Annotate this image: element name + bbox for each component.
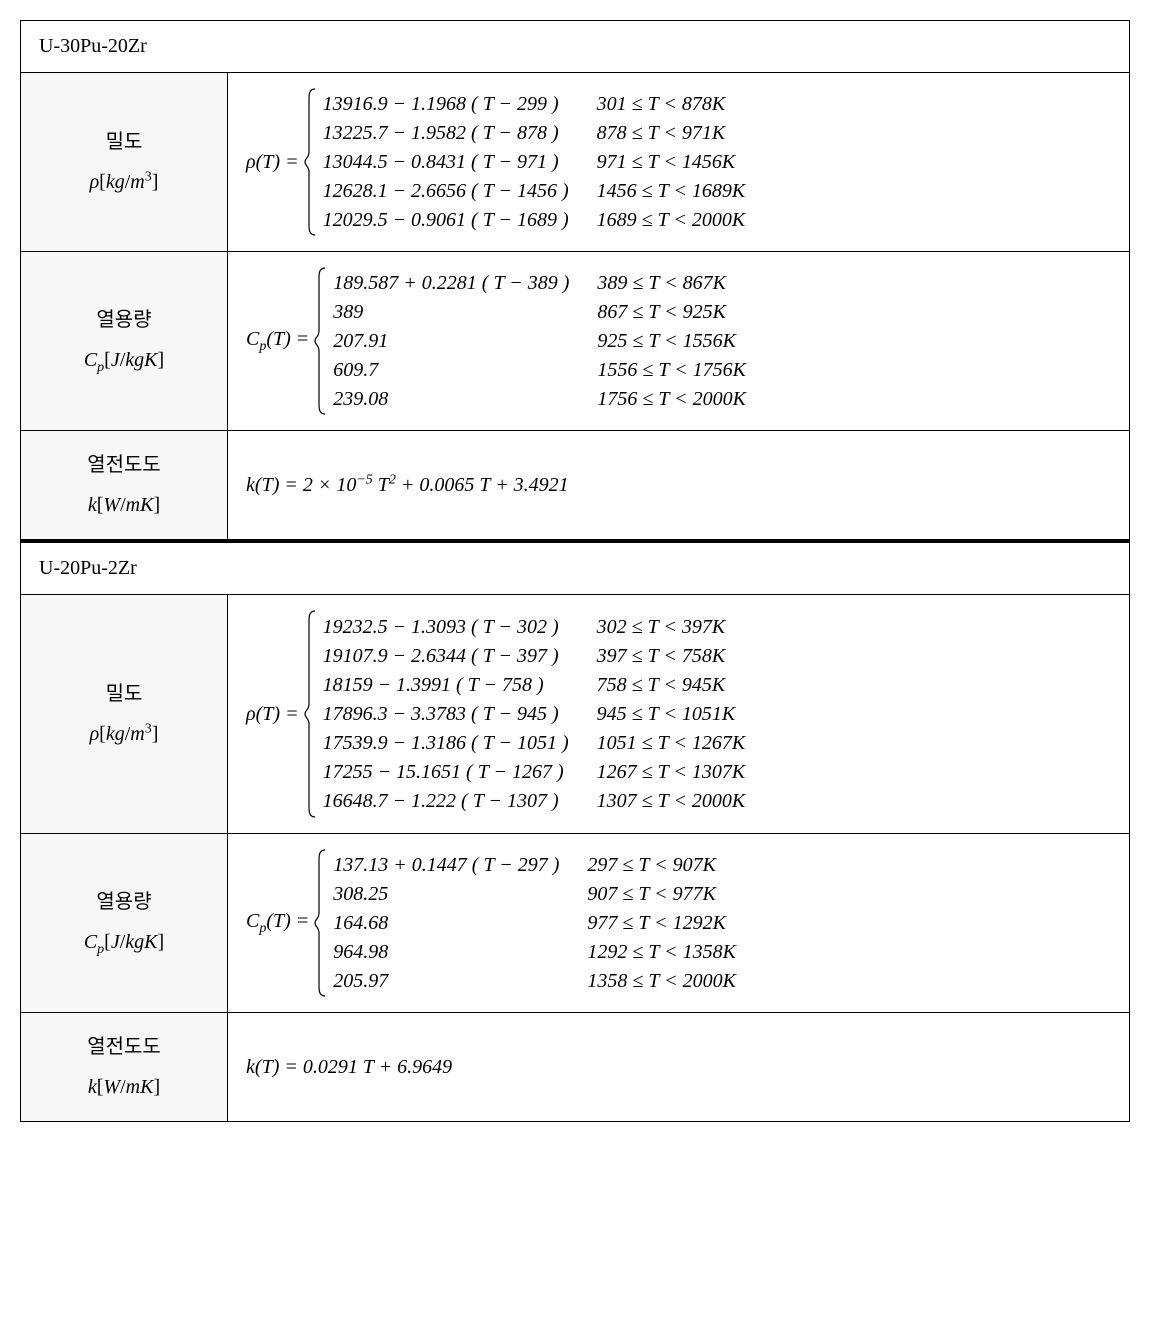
piecewise-cases: 189.587 + 0.2281 ( T − 389 ) 389 ≤ T < 86… bbox=[333, 272, 746, 411]
material-header: U-30Pu-20Zr bbox=[21, 21, 1130, 73]
piecewise-expr: 609.7 bbox=[333, 359, 569, 382]
property-label: 열전도도k[W/mK] bbox=[21, 431, 228, 542]
piecewise-expr: 189.587 + 0.2281 ( T − 389 ) bbox=[333, 272, 569, 295]
brace-icon bbox=[303, 87, 317, 237]
piecewise: Cp(T) = 189.587 + 0.2281 ( T − 389 ) 389 … bbox=[246, 266, 746, 416]
formula-simple: k(T) = 0.0291 T + 6.9649 bbox=[246, 1056, 452, 1078]
piecewise-expr: 17896.3 − 3.3783 ( T − 945 ) bbox=[323, 703, 569, 726]
property-label: 열전도도k[W/mK] bbox=[21, 1013, 228, 1122]
property-formula: ρ(T) = 13916.9 − 1.1968 ( T − 299 ) 301 ≤… bbox=[228, 73, 1130, 252]
piecewise-cond: 1292 ≤ T < 1358K bbox=[587, 941, 736, 964]
piecewise-cond: 878 ≤ T < 971K bbox=[597, 122, 746, 145]
piecewise-cond: 1267 ≤ T < 1307K bbox=[597, 761, 746, 784]
piecewise-expr: 207.91 bbox=[333, 330, 569, 353]
property-label-symbol: Cp[J/kgK] bbox=[39, 340, 209, 382]
property-formula: Cp(T) = 189.587 + 0.2281 ( T − 389 ) 389 … bbox=[228, 252, 1130, 431]
piecewise-expr: 19232.5 − 1.3093 ( T − 302 ) bbox=[323, 616, 569, 639]
property-label-symbol: ρ[kg/m3] bbox=[39, 714, 209, 754]
piecewise-expr: 13916.9 − 1.1968 ( T − 299 ) bbox=[323, 93, 569, 116]
property-label-korean: 열용량 bbox=[39, 882, 209, 922]
piecewise-cond: 301 ≤ T < 878K bbox=[597, 93, 746, 116]
formula-simple: k(T) = 2 × 10−5 T2 + 0.0065 T + 3.4921 bbox=[246, 474, 569, 496]
piecewise-expr: 19107.9 − 2.6344 ( T − 397 ) bbox=[323, 645, 569, 668]
piecewise-expr: 18159 − 1.3991 ( T − 758 ) bbox=[323, 674, 569, 697]
materials-table: U-30Pu-20Zr밀도ρ[kg/m3]ρ(T) = 13916.9 − 1.… bbox=[20, 20, 1130, 1122]
brace-icon bbox=[313, 848, 327, 998]
piecewise-cond: 977 ≤ T < 1292K bbox=[587, 912, 736, 935]
piecewise-cond: 1756 ≤ T < 2000K bbox=[597, 388, 746, 411]
piecewise-cond: 1051 ≤ T < 1267K bbox=[597, 732, 746, 755]
property-label-korean: 열전도도 bbox=[39, 1027, 209, 1067]
piecewise-expr: 205.97 bbox=[333, 970, 559, 993]
property-label-korean: 열전도도 bbox=[39, 445, 209, 485]
brace-icon bbox=[313, 266, 327, 416]
piecewise: ρ(T) = 13916.9 − 1.1968 ( T − 299 ) 301 ≤… bbox=[246, 87, 745, 237]
piecewise-cond: 297 ≤ T < 907K bbox=[587, 854, 736, 877]
property-formula: k(T) = 0.0291 T + 6.9649 bbox=[228, 1013, 1130, 1122]
piecewise-cond: 971 ≤ T < 1456K bbox=[597, 151, 746, 174]
piecewise-expr: 389 bbox=[333, 301, 569, 324]
property-label-symbol: ρ[kg/m3] bbox=[39, 162, 209, 202]
property-label-symbol: Cp[J/kgK] bbox=[39, 922, 209, 964]
formula-lhs: ρ(T) = bbox=[246, 703, 299, 726]
property-label: 열용량Cp[J/kgK] bbox=[21, 252, 228, 431]
piecewise-expr: 964.98 bbox=[333, 941, 559, 964]
property-formula: ρ(T) = 19232.5 − 1.3093 ( T − 302 ) 302 ≤… bbox=[228, 595, 1130, 834]
piecewise-cond: 758 ≤ T < 945K bbox=[597, 674, 746, 697]
materials-tbody: U-30Pu-20Zr밀도ρ[kg/m3]ρ(T) = 13916.9 − 1.… bbox=[21, 21, 1130, 1122]
piecewise-cond: 1556 ≤ T < 1756K bbox=[597, 359, 746, 382]
formula-lhs: Cp(T) = bbox=[246, 328, 309, 355]
property-label: 밀도ρ[kg/m3] bbox=[21, 73, 228, 252]
piecewise-cond: 397 ≤ T < 758K bbox=[597, 645, 746, 668]
piecewise-expr: 239.08 bbox=[333, 388, 569, 411]
piecewise-expr: 17255 − 15.1651 ( T − 1267 ) bbox=[323, 761, 569, 784]
piecewise-cond: 925 ≤ T < 1556K bbox=[597, 330, 746, 353]
property-label: 밀도ρ[kg/m3] bbox=[21, 595, 228, 834]
piecewise: Cp(T) = 137.13 + 0.1447 ( T − 297 ) 297 ≤… bbox=[246, 848, 736, 998]
piecewise-cond: 1358 ≤ T < 2000K bbox=[587, 970, 736, 993]
piecewise-cases: 137.13 + 0.1447 ( T − 297 ) 297 ≤ T < 907… bbox=[333, 854, 736, 993]
property-label-korean: 열용량 bbox=[39, 300, 209, 340]
piecewise-expr: 13225.7 − 1.9582 ( T − 878 ) bbox=[323, 122, 569, 145]
formula-lhs: ρ(T) = bbox=[246, 151, 299, 174]
property-label: 열용량Cp[J/kgK] bbox=[21, 834, 228, 1013]
piecewise-expr: 17539.9 − 1.3186 ( T − 1051 ) bbox=[323, 732, 569, 755]
piecewise-cond: 389 ≤ T < 867K bbox=[597, 272, 746, 295]
piecewise-cond: 1456 ≤ T < 1689K bbox=[597, 180, 746, 203]
piecewise: ρ(T) = 19232.5 − 1.3093 ( T − 302 ) 302 ≤… bbox=[246, 609, 745, 819]
property-label-symbol: k[W/mK] bbox=[39, 485, 209, 525]
piecewise-cases: 13916.9 − 1.1968 ( T − 299 ) 301 ≤ T < 87… bbox=[323, 93, 746, 232]
piecewise-cond: 302 ≤ T < 397K bbox=[597, 616, 746, 639]
formula-lhs: Cp(T) = bbox=[246, 910, 309, 937]
piecewise-cond: 945 ≤ T < 1051K bbox=[597, 703, 746, 726]
piecewise-cases: 19232.5 − 1.3093 ( T − 302 ) 302 ≤ T < 39… bbox=[323, 616, 746, 813]
piecewise-cond: 1689 ≤ T < 2000K bbox=[597, 209, 746, 232]
piecewise-expr: 16648.7 − 1.222 ( T − 1307 ) bbox=[323, 790, 569, 813]
piecewise-expr: 137.13 + 0.1447 ( T − 297 ) bbox=[333, 854, 559, 877]
property-label-korean: 밀도 bbox=[39, 674, 209, 714]
piecewise-cond: 1307 ≤ T < 2000K bbox=[597, 790, 746, 813]
brace-icon bbox=[303, 609, 317, 819]
property-formula: Cp(T) = 137.13 + 0.1447 ( T − 297 ) 297 ≤… bbox=[228, 834, 1130, 1013]
piecewise-expr: 13044.5 − 0.8431 ( T − 971 ) bbox=[323, 151, 569, 174]
property-formula: k(T) = 2 × 10−5 T2 + 0.0065 T + 3.4921 bbox=[228, 431, 1130, 542]
property-label-symbol: k[W/mK] bbox=[39, 1067, 209, 1107]
piecewise-expr: 308.25 bbox=[333, 883, 559, 906]
piecewise-expr: 164.68 bbox=[333, 912, 559, 935]
piecewise-expr: 12029.5 − 0.9061 ( T − 1689 ) bbox=[323, 209, 569, 232]
material-header: U-20Pu-2Zr bbox=[21, 541, 1130, 595]
piecewise-expr: 12628.1 − 2.6656 ( T − 1456 ) bbox=[323, 180, 569, 203]
property-label-korean: 밀도 bbox=[39, 122, 209, 162]
piecewise-cond: 867 ≤ T < 925K bbox=[597, 301, 746, 324]
piecewise-cond: 907 ≤ T < 977K bbox=[587, 883, 736, 906]
